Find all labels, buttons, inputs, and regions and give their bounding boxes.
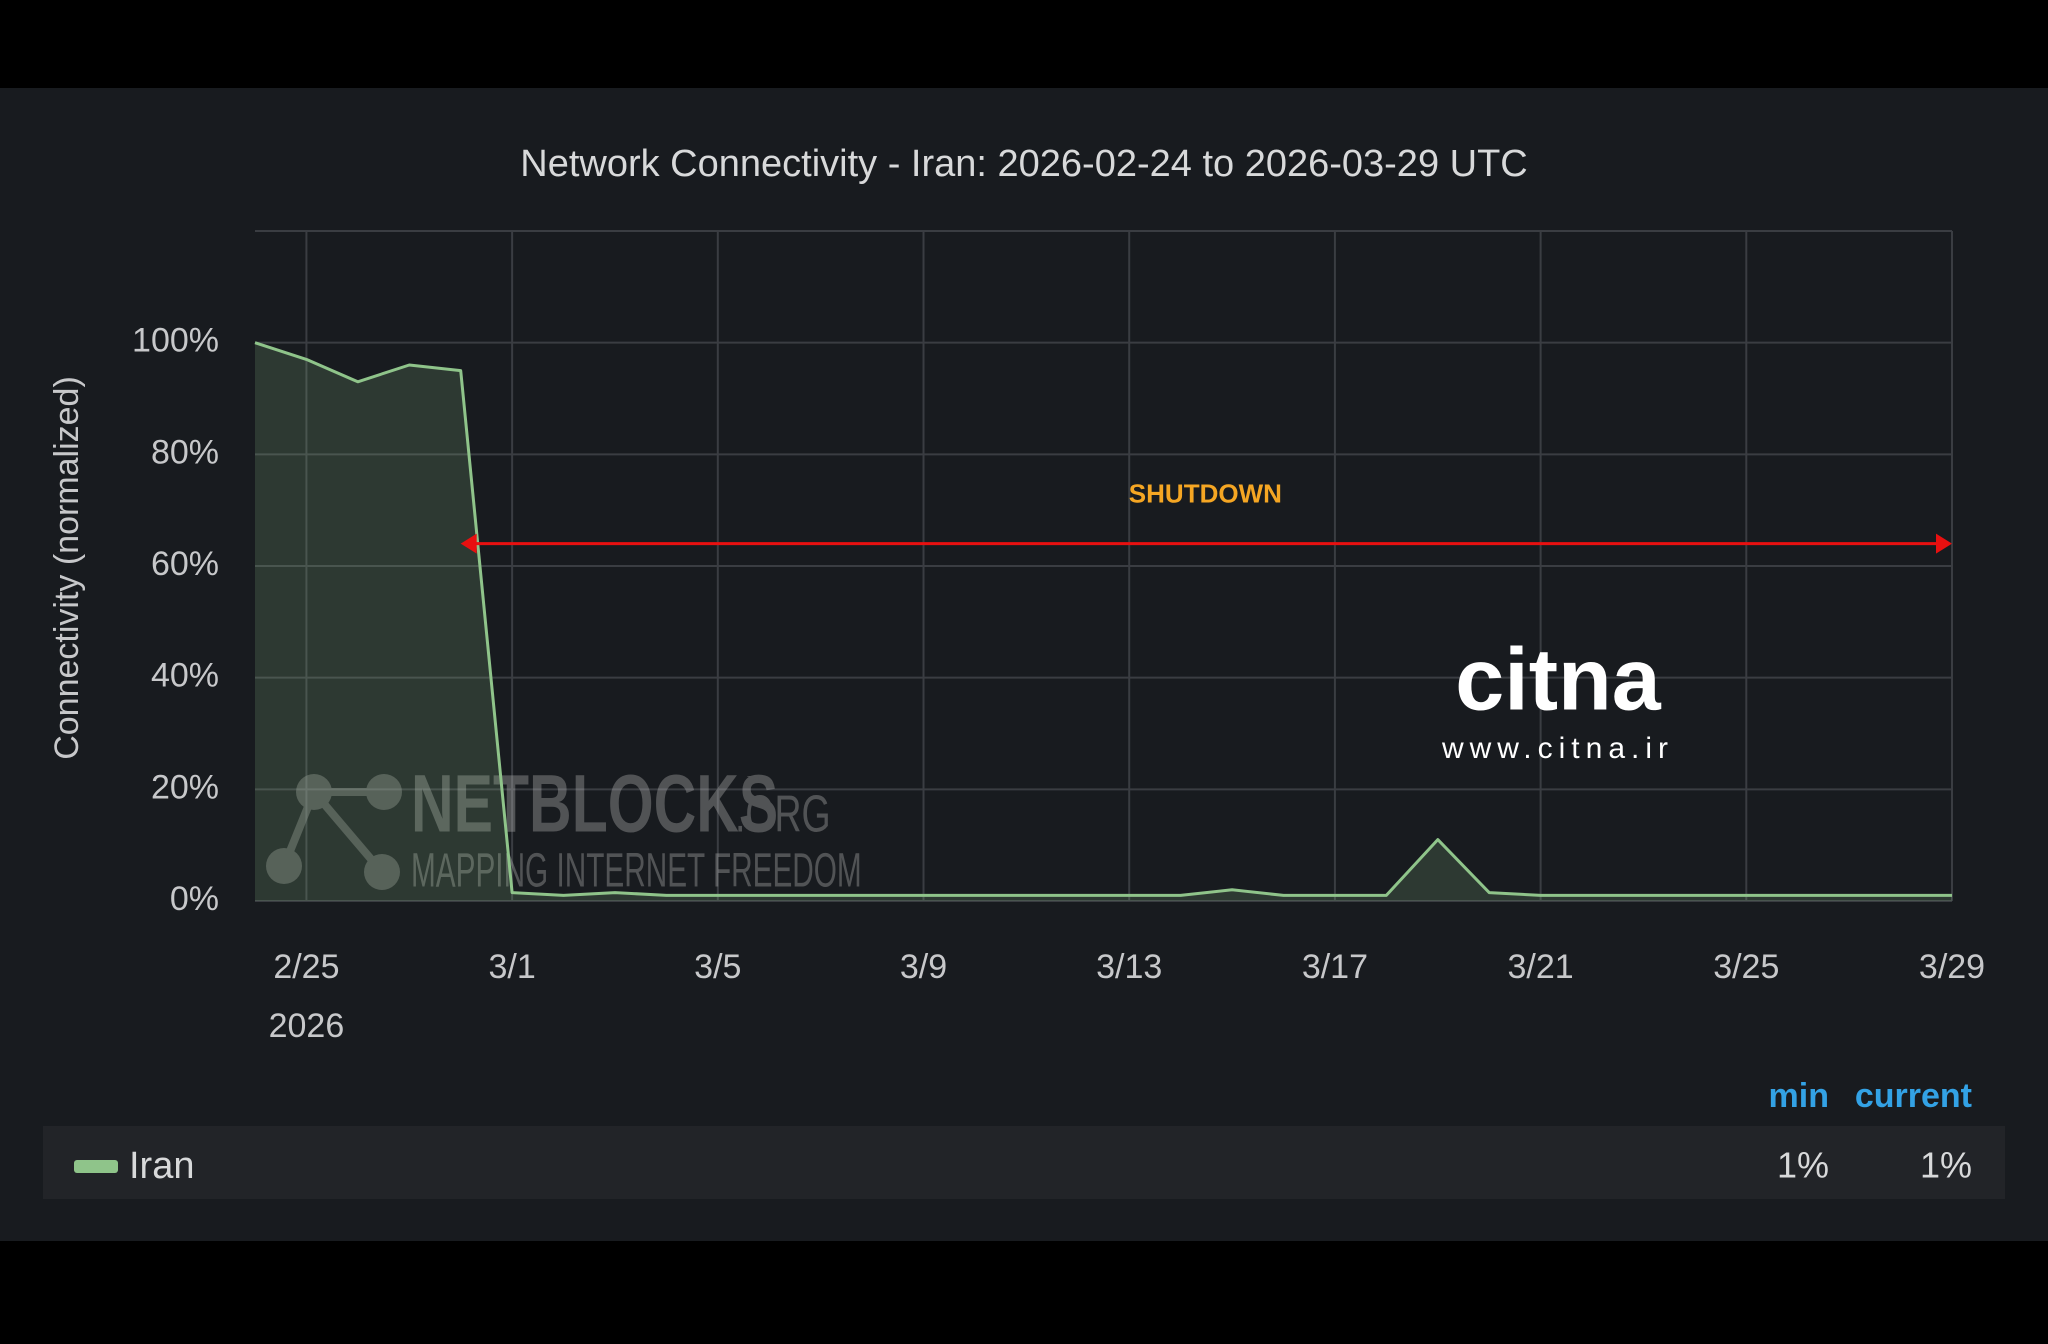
x-tick-label: 3/9	[900, 948, 947, 986]
x-tick-label: 3/1	[488, 948, 535, 986]
watermark-text: ™	[746, 773, 760, 789]
logo-dot	[366, 774, 402, 810]
y-tick-label: 100%	[132, 322, 219, 360]
y-axis-title: Connectivity (normalized)	[48, 376, 86, 760]
area	[255, 342, 1952, 901]
x-tick-sublabel: 2026	[269, 1007, 345, 1045]
y-tick-label: 80%	[151, 433, 219, 471]
line	[254, 341, 1952, 897]
x-tick-label: 3/25	[1713, 948, 1779, 986]
x-tick-label: 3/21	[1508, 948, 1574, 986]
netblocks-watermark: NETBLOCKS.ORG ™ MAPPING INTERNET FREEDOM	[266, 758, 862, 897]
watermark-text: .ORG	[735, 785, 831, 844]
logo-dot	[364, 854, 400, 890]
legend-header: min	[1769, 1077, 1829, 1115]
plot: SHUTDOWN	[254, 341, 1952, 901]
legend-row	[43, 1126, 2005, 1199]
x-tick-label: 2/25	[273, 948, 339, 986]
annotation-text: SHUTDOWN	[1129, 479, 1282, 509]
chart-title: Network Connectivity - Iran: 2026-02-24 …	[520, 143, 1527, 185]
legend-value: 1%	[1777, 1145, 1829, 1186]
x-tick-label: 3/5	[694, 948, 741, 986]
legend-swatch	[74, 1160, 118, 1173]
watermark-text: MAPPING INTERNET FREEDOM	[411, 845, 862, 898]
x-tick-label: 3/13	[1096, 948, 1162, 986]
arrow-head	[1936, 533, 1952, 554]
logo-dot	[266, 848, 302, 884]
x-tick-label: 3/17	[1302, 948, 1368, 986]
x-tick-label: 3/29	[1919, 948, 1985, 986]
legend-label: Iran	[129, 1145, 194, 1187]
y-tick-label: 40%	[151, 657, 219, 695]
legend-value: 1%	[1920, 1145, 1972, 1186]
y-tick-label: 0%	[170, 880, 219, 918]
legend: Iran min 1% current 1%	[74, 1077, 1972, 1187]
grid: 0% 20% 40% 60% 80% 100% 2/25 2026 3/1 3/5 3/9 3/13 3…	[132, 230, 1985, 1045]
citna-url: www.citna.ir	[1441, 732, 1674, 765]
logo-link	[310, 789, 386, 875]
y-tick-label: 20%	[151, 768, 219, 806]
panel	[0, 88, 2048, 1241]
arrow-head	[460, 533, 477, 554]
legend-header: current	[1855, 1077, 1972, 1115]
watermark-text: NETBLOCKS	[411, 758, 778, 850]
logo-dot	[296, 774, 332, 810]
logo-link	[280, 790, 318, 868]
citna-logo: citna	[1455, 629, 1661, 728]
y-tick-label: 60%	[151, 545, 219, 583]
